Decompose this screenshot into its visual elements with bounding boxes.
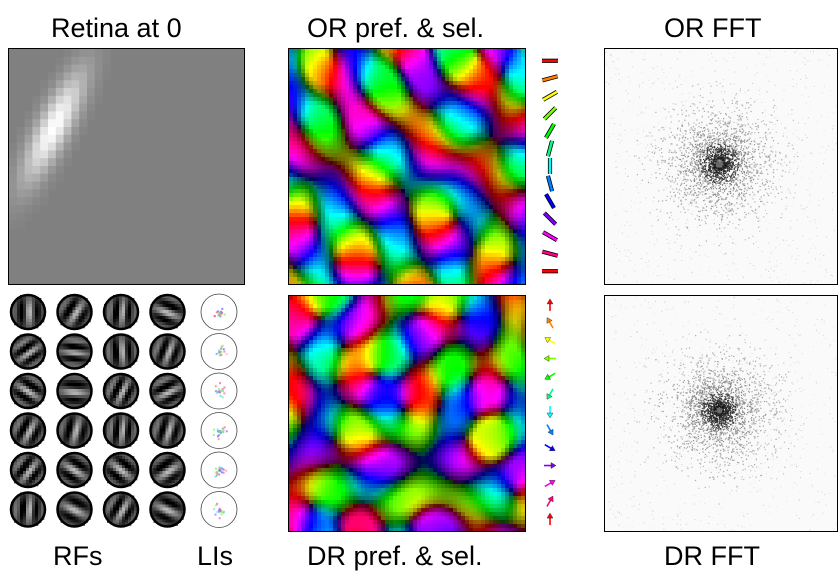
dr-pref-caption: DR pref. & sel. [307,541,483,571]
dr-preference-map [288,295,526,532]
rf-cell [149,412,186,449]
retina-title: Retina at 0 [51,13,182,43]
lis-caption: LIs [197,541,234,571]
dr-key-arrow [546,424,554,436]
or-key-bar [544,123,556,139]
rf-cell [9,372,47,410]
or-fft-title: OR FFT [664,13,762,43]
rfs-caption: RFs [53,541,103,571]
dr-key-arrow [544,462,557,469]
dr-key-arrow [544,480,556,488]
or-fft-panel [604,48,838,285]
rf-cell [102,491,140,528]
or-key-bar [544,193,556,209]
dr-key-arrow [544,337,556,345]
or-color-key [541,58,559,274]
or-key-bar [542,90,558,101]
or-key-bar [542,231,558,242]
rf-cell [102,333,140,370]
rf-cell [9,451,47,489]
rf-cell [9,491,47,528]
dr-key-arrow [546,495,554,507]
dr-map-image [289,296,525,531]
or-key-bar [541,74,559,82]
li-cell [200,451,238,489]
rf-cell [9,333,47,370]
dr-key-arrow [543,355,556,362]
or-fft-image [605,49,837,284]
rf-cell [56,333,93,370]
dr-fft-image [605,296,837,531]
retina-panel [8,48,245,285]
dr-key-arrow [546,298,554,311]
rf-cell [149,293,186,331]
dr-key-arrow [546,388,554,400]
li-cell [200,293,238,331]
dr-key-arrow [544,443,556,451]
rf-cell [149,491,186,528]
rf-cell [102,412,140,449]
li-cell [200,372,238,410]
dr-key-arrow [546,317,554,329]
rf-grid [9,293,186,528]
or-pref-title: OR pref. & sel. [307,13,485,43]
rf-cell [149,333,186,370]
or-preference-map [288,48,526,285]
dr-key-arrow [544,372,556,380]
or-key-bar [543,212,557,226]
dr-color-key [543,298,557,526]
or-key-bar [543,106,557,120]
rf-cell [149,372,186,410]
or-key-bar [546,140,554,157]
dr-fft-caption: DR FFT [664,541,760,571]
rf-cell [56,293,93,331]
dr-fft-panel [604,295,838,532]
rf-cell [56,412,93,449]
rf-cell [102,372,140,410]
li-cell [200,333,238,370]
retina-image [9,49,244,284]
li-cell [200,412,238,449]
rf-cell [56,451,93,489]
rf-cell [102,293,140,331]
or-key-bar [541,250,559,258]
li-cell [200,491,238,528]
li-column [200,293,238,528]
rf-cell [56,491,93,528]
rf-cell [149,451,186,489]
rf-cell [102,451,140,489]
rf-cell [9,293,47,331]
or-map-image [289,49,525,284]
rf-cell [9,412,47,449]
rf-cell [56,372,93,410]
dr-key-arrow [546,406,554,419]
or-key-bar [546,175,554,192]
dr-key-arrow [546,512,554,526]
